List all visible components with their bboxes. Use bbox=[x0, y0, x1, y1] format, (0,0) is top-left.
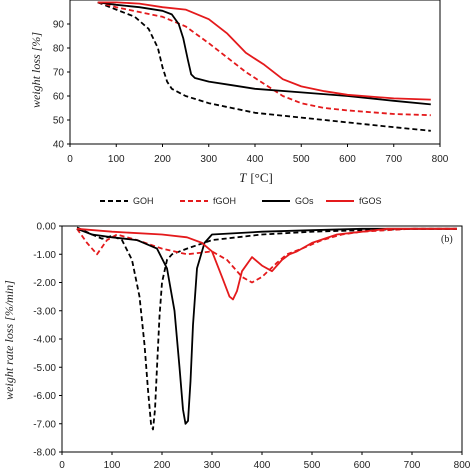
top-plot-frame bbox=[69, 0, 441, 145]
top-y-tick-label: 60 bbox=[53, 92, 65, 103]
bottom-y-tick-label: -6.00 bbox=[33, 391, 56, 402]
top-x-axis-label-unit: [°C] bbox=[250, 170, 273, 185]
top-x-axis-label-var: T bbox=[239, 170, 247, 185]
top-x-tick-label: 700 bbox=[385, 154, 402, 165]
top-y-tick-label: 70 bbox=[53, 68, 65, 79]
bottom-y-tick-label: -3.00 bbox=[33, 306, 56, 317]
bottom-y-tick-label: -8.00 bbox=[33, 448, 56, 459]
bottom-x-tick-label: 0 bbox=[59, 460, 65, 471]
top-x-axis-label: T [°C] bbox=[239, 170, 273, 185]
top-series-fgos-line bbox=[97, 1, 431, 101]
bottom-x-tick-label: 800 bbox=[454, 460, 471, 471]
top-panel: 40 50 60 70 80 90 0 100 200 300 400 500 600 700 800 w… bbox=[29, 0, 449, 185]
top-y-axis-label: weight loss [%] bbox=[29, 32, 43, 108]
bottom-x-tick-label: 400 bbox=[254, 460, 271, 471]
top-x-tick-label: 300 bbox=[200, 154, 217, 165]
bottom-x-tick-label: 200 bbox=[154, 460, 171, 471]
bottom-x-tick-label: 300 bbox=[204, 460, 221, 471]
legend-label-goh: GOH bbox=[133, 196, 154, 206]
top-x-tick-label: 200 bbox=[154, 154, 171, 165]
top-y-tick-label: 90 bbox=[53, 20, 65, 31]
bottom-y-axis: -8.00 -7.00 -6.00 -5.00 -4.00 -3.00 -2.00 -1.00… bbox=[33, 222, 62, 459]
top-x-axis: 0 100 200 300 400 500 600 700 800 bbox=[67, 144, 449, 165]
top-series-group bbox=[97, 1, 431, 132]
legend-label-fgos: fGOS bbox=[359, 196, 382, 206]
bottom-y-tick-label: -1.00 bbox=[33, 250, 56, 261]
top-x-tick-label: 800 bbox=[432, 154, 449, 165]
bottom-series-goh-line bbox=[76, 226, 457, 431]
bottom-y-tick-label: -7.00 bbox=[33, 419, 56, 430]
bottom-x-tick-label: 600 bbox=[354, 460, 371, 471]
bottom-series-gos-line bbox=[76, 227, 457, 425]
top-x-tick-label: 100 bbox=[108, 154, 125, 165]
bottom-y-tick-label: 0.00 bbox=[37, 222, 57, 233]
legend-label-fgoh: fGOH bbox=[213, 196, 236, 206]
bottom-panel-tag: (b) bbox=[441, 234, 453, 245]
bottom-x-tick-label: 700 bbox=[404, 460, 421, 471]
bottom-y-tick-label: -5.00 bbox=[33, 363, 56, 374]
top-x-tick-label: 0 bbox=[67, 154, 73, 165]
top-series-goh-line bbox=[97, 1, 431, 132]
top-y-tick-label: 40 bbox=[53, 140, 65, 151]
bottom-x-tick-label: 500 bbox=[304, 460, 321, 471]
bottom-x-axis: 0 100 200 300 400 500 600 700 800 bbox=[59, 452, 471, 471]
bottom-panel: -8.00 -7.00 -6.00 -5.00 -4.00 -3.00 -2.00 -1.00… bbox=[2, 222, 471, 472]
bottom-x-tick-label: 100 bbox=[104, 460, 121, 471]
bottom-series-fgos-line bbox=[76, 227, 457, 301]
top-x-tick-label: 400 bbox=[247, 154, 264, 165]
legend-label-gos: GOs bbox=[295, 196, 314, 206]
bottom-y-tick-label: -2.00 bbox=[33, 278, 56, 289]
top-series-fgoh-line bbox=[97, 1, 431, 117]
bottom-series-fgoh-line bbox=[76, 227, 457, 284]
top-y-axis: 40 50 60 70 80 90 bbox=[53, 20, 70, 151]
bottom-y-axis-label: weight rate loss [%/min] bbox=[2, 280, 16, 400]
top-series-gos-line bbox=[97, 1, 431, 106]
top-x-tick-label: 500 bbox=[293, 154, 310, 165]
top-y-tick-label: 80 bbox=[53, 44, 65, 55]
top-x-tick-label: 600 bbox=[339, 154, 356, 165]
legend: GOH fGOH GOs fGOS bbox=[100, 196, 382, 206]
top-y-tick-label: 50 bbox=[53, 116, 65, 127]
bottom-y-tick-label: -4.00 bbox=[33, 335, 56, 346]
bottom-series-group bbox=[76, 226, 457, 431]
bottom-plot-frame bbox=[61, 225, 463, 453]
